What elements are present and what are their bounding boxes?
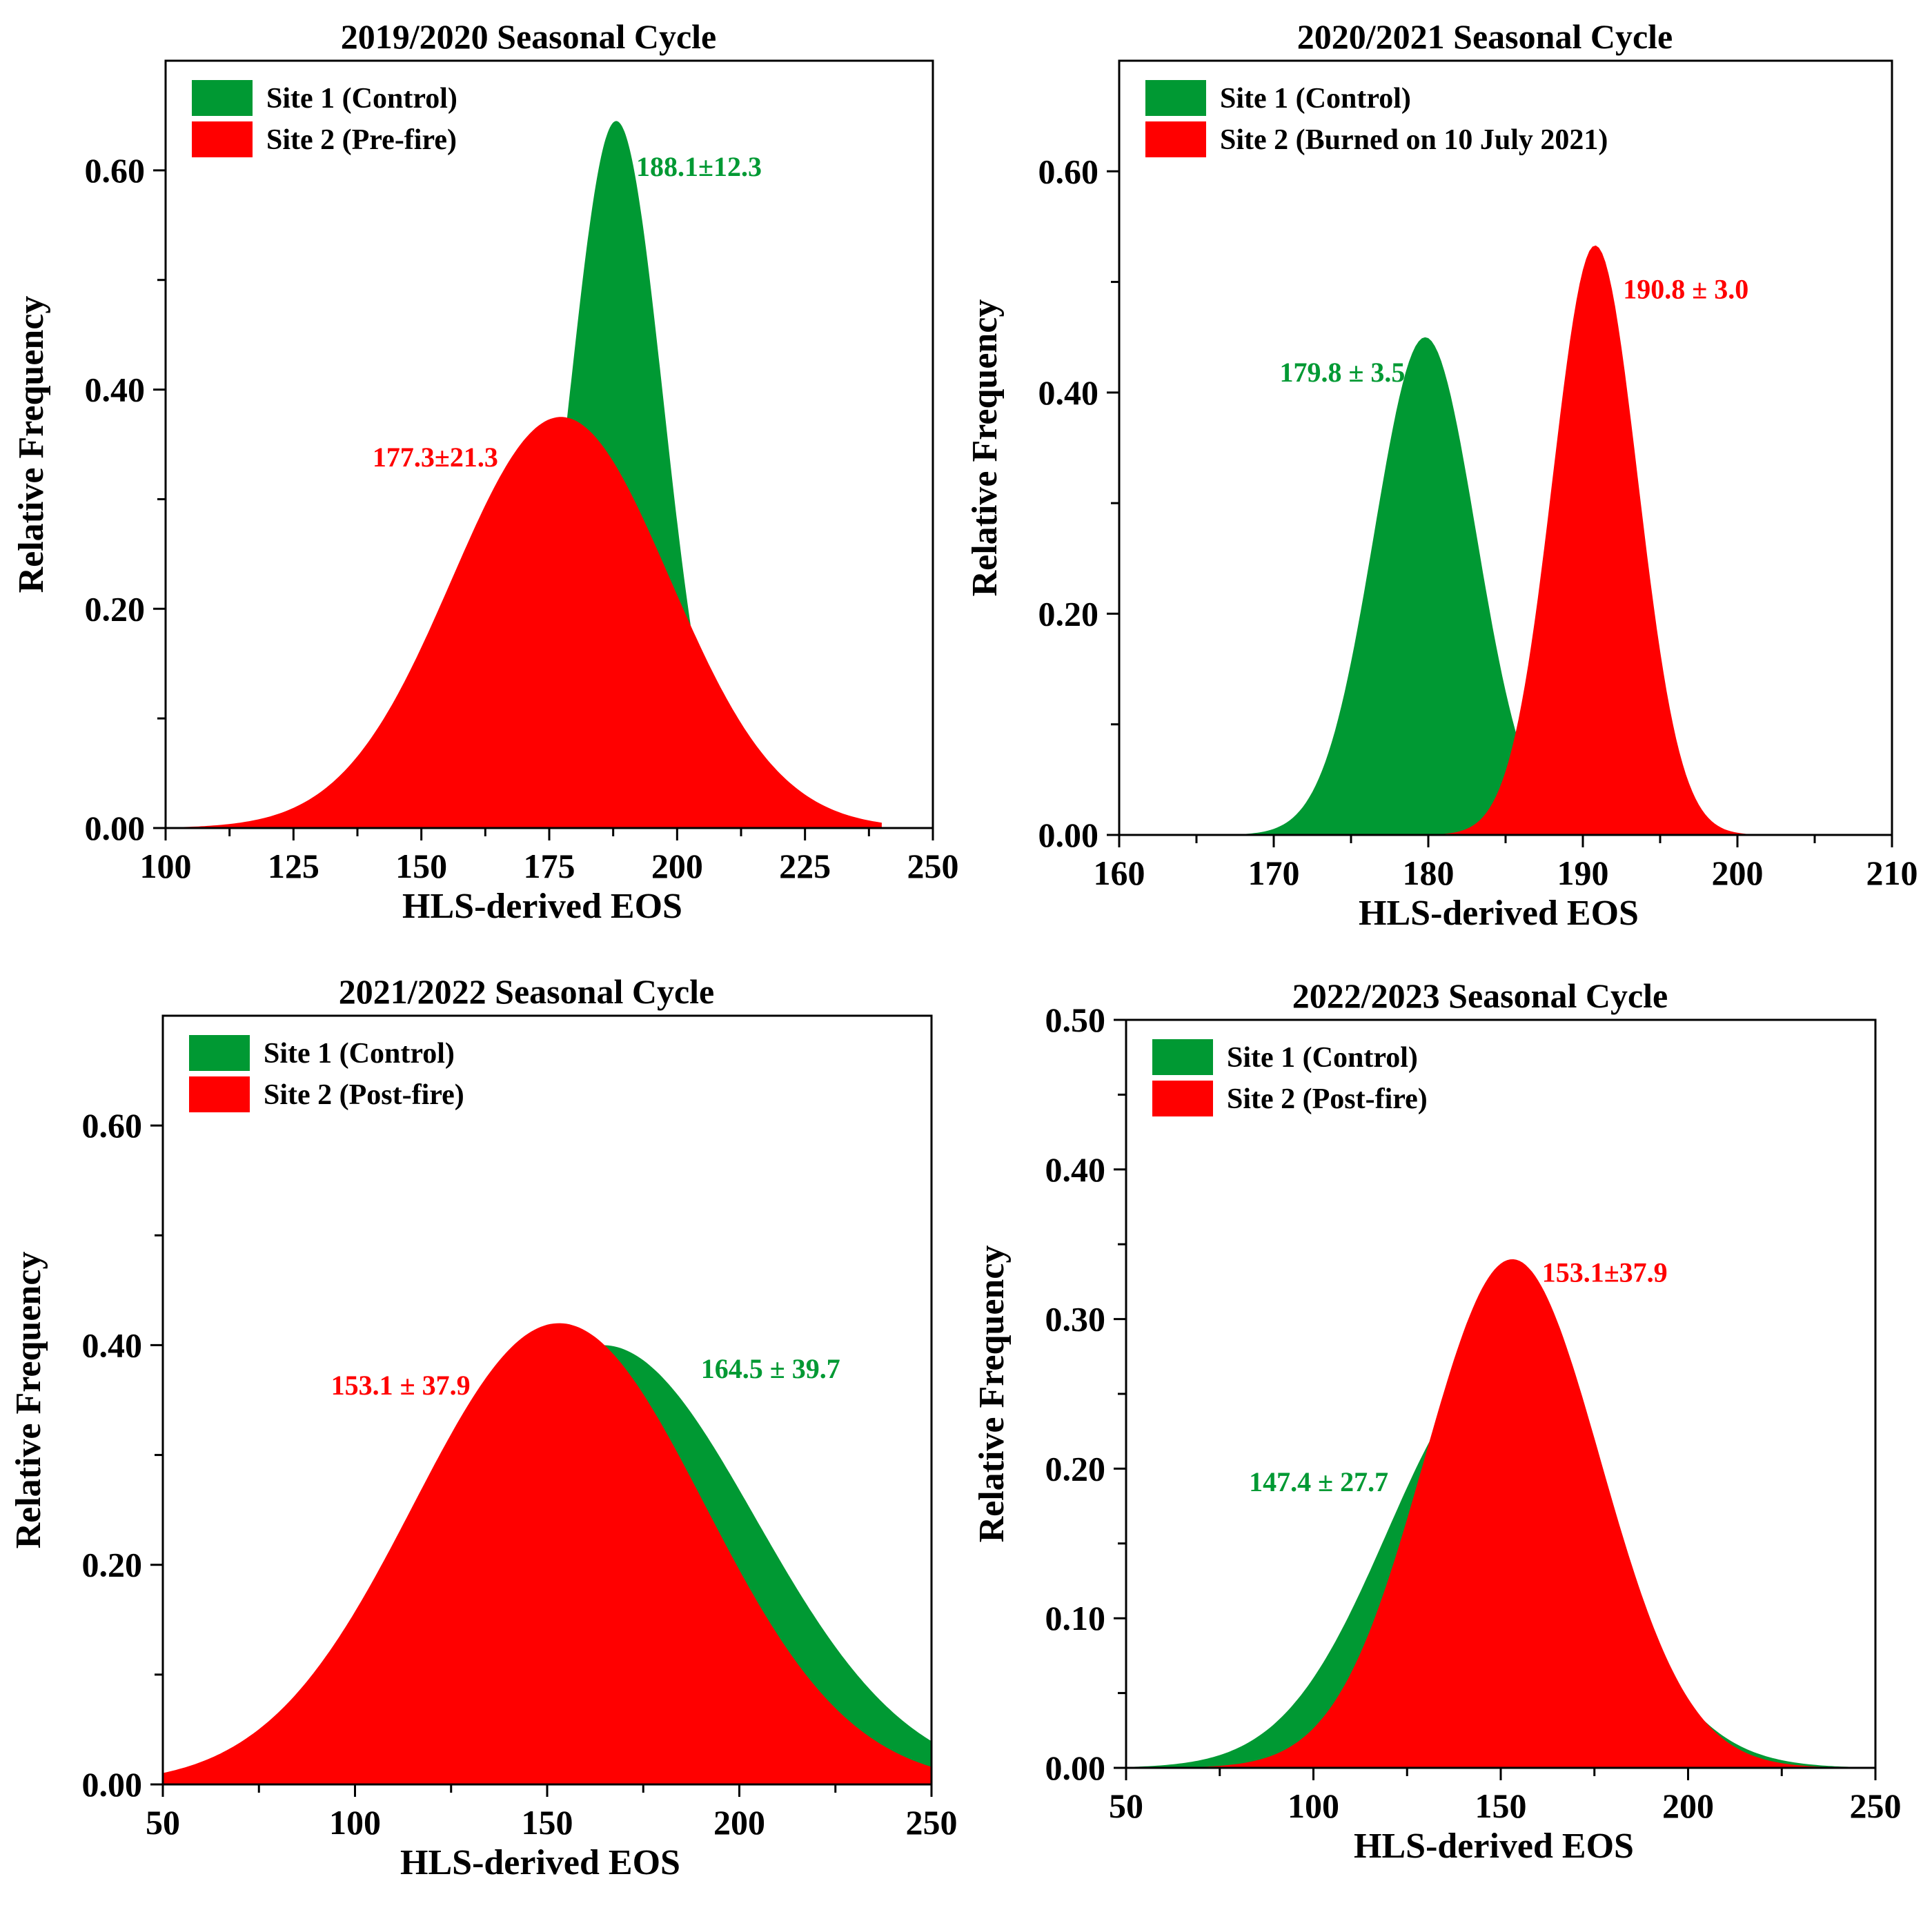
y-axis-label: Relative Frequency bbox=[972, 1246, 1012, 1543]
x-tick-label: 225 bbox=[779, 847, 831, 885]
annotation-site1: 147.4 ± 27.7 bbox=[1249, 1466, 1388, 1497]
area-site2 bbox=[166, 417, 882, 828]
y-tick-label: 0.00 bbox=[1045, 1749, 1106, 1787]
x-axis-label: HLS-derived EOS bbox=[1359, 894, 1639, 933]
legend-swatch bbox=[1145, 80, 1206, 116]
y-tick-label: 0.60 bbox=[1038, 152, 1099, 190]
x-tick-label: 250 bbox=[907, 847, 959, 885]
y-tick-label: 0.40 bbox=[1045, 1150, 1106, 1189]
y-tick-label: 0.60 bbox=[85, 151, 146, 190]
x-tick-label: 250 bbox=[906, 1803, 958, 1842]
x-axis-label: HLS-derived EOS bbox=[1354, 1827, 1634, 1866]
chart-panel-1: 100 125 150 175 200 225 250 0.00 0.20 0.40 0.60 201… bbox=[12, 17, 959, 926]
x-tick-label: 100 bbox=[329, 1803, 381, 1842]
y-tick-label: 0.00 bbox=[1038, 816, 1099, 854]
y-tick-label: 0.40 bbox=[82, 1326, 143, 1364]
y-axis-label: Relative Frequency bbox=[965, 299, 1005, 597]
annotation-site1: 179.8 ± 3.5 bbox=[1279, 357, 1405, 388]
x-axis-label: HLS-derived EOS bbox=[402, 887, 682, 926]
x-tick-label: 250 bbox=[1850, 1786, 1902, 1825]
area-site2 bbox=[1126, 1259, 1875, 1768]
x-tick-label: 200 bbox=[1662, 1786, 1714, 1825]
y-tick-label: 0.60 bbox=[82, 1106, 143, 1145]
x-tick-label: 50 bbox=[146, 1803, 180, 1842]
legend-label: Site 1 (Control) bbox=[264, 1038, 455, 1070]
y-axis-label: Relative Frequency bbox=[9, 1252, 48, 1549]
y-axis-label: Relative Frequency bbox=[12, 296, 51, 593]
x-tick-label: 125 bbox=[268, 847, 319, 885]
x-tick-label: 200 bbox=[651, 847, 703, 885]
legend-label: Site 2 (Burned on 10 July 2021) bbox=[1220, 124, 1608, 156]
y-tick-label: 0.20 bbox=[85, 589, 146, 628]
y-tick-label: 0.40 bbox=[85, 371, 146, 409]
legend-label: Site 1 (Control) bbox=[1227, 1042, 1418, 1074]
chart-title: 2019/2020 Seasonal Cycle bbox=[341, 17, 716, 56]
x-axis-label: HLS-derived EOS bbox=[400, 1843, 680, 1882]
x-tick-label: 160 bbox=[1094, 854, 1145, 892]
legend-label: Site 1 (Control) bbox=[1220, 83, 1411, 115]
annotation-site2: 177.3±21.3 bbox=[373, 442, 498, 473]
x-tick-label: 150 bbox=[395, 847, 447, 885]
y-tick-label: 0.40 bbox=[1038, 373, 1099, 412]
legend-label: Site 1 (Control) bbox=[266, 83, 457, 115]
legend-swatch bbox=[1145, 121, 1206, 157]
x-tick-label: 50 bbox=[1109, 1786, 1143, 1825]
y-tick-label: 0.00 bbox=[85, 809, 146, 847]
legend-swatch bbox=[1152, 1081, 1213, 1116]
x-tick-label: 175 bbox=[524, 847, 575, 885]
x-tick-label: 180 bbox=[1403, 854, 1455, 892]
chart-title: 2021/2022 Seasonal Cycle bbox=[339, 972, 714, 1011]
annotation-site2: 153.1 ± 37.9 bbox=[331, 1370, 471, 1401]
chart-panel-4: 50 100 150 200 250 0.00 0.10 0.20 0.30 0.40 0.50 20… bbox=[972, 976, 1902, 1866]
x-tick-label: 150 bbox=[1475, 1786, 1527, 1825]
legend-swatch bbox=[189, 1076, 250, 1112]
x-tick-label: 170 bbox=[1248, 854, 1300, 892]
chart-panel-3: 50 100 150 200 250 0.00 0.20 0.40 0.60 2021/2022 … bbox=[9, 972, 958, 1882]
x-tick-label: 190 bbox=[1557, 854, 1609, 892]
legend-swatch bbox=[189, 1035, 250, 1071]
area-site1-control bbox=[1119, 337, 1892, 835]
x-tick-label: 210 bbox=[1866, 854, 1918, 892]
y-tick-label: 0.20 bbox=[1045, 1449, 1106, 1488]
annotation-site1: 164.5 ± 39.7 bbox=[701, 1353, 840, 1384]
x-tick-label: 150 bbox=[522, 1803, 573, 1842]
chart-panel-2: 160 170 180 190 200 210 0.00 0.20 0.40 0.60 2020/2… bbox=[965, 17, 1918, 933]
y-tick-label: 0.20 bbox=[82, 1546, 143, 1584]
legend-label: Site 2 (Post-fire) bbox=[1227, 1083, 1428, 1115]
x-tick-label: 100 bbox=[1288, 1786, 1339, 1825]
legend-swatch bbox=[192, 121, 253, 157]
x-tick-label: 200 bbox=[713, 1803, 765, 1842]
legend-label: Site 2 (Post-fire) bbox=[264, 1079, 464, 1111]
y-tick-label: 0.20 bbox=[1038, 594, 1099, 633]
legend-swatch bbox=[192, 80, 253, 116]
annotation-site2: 153.1±37.9 bbox=[1542, 1257, 1668, 1288]
y-tick-label: 0.30 bbox=[1045, 1300, 1106, 1339]
annotation-site1: 188.1±12.3 bbox=[636, 151, 762, 182]
chart-title: 2022/2023 Seasonal Cycle bbox=[1292, 976, 1668, 1015]
area-site2 bbox=[163, 1323, 931, 1784]
y-tick-label: 0.00 bbox=[82, 1765, 143, 1804]
y-tick-label: 0.10 bbox=[1045, 1599, 1106, 1637]
legend-label: Site 2 (Pre-fire) bbox=[266, 124, 457, 156]
x-tick-label: 200 bbox=[1712, 854, 1764, 892]
y-tick-label: 0.50 bbox=[1045, 1001, 1106, 1039]
chart-title: 2020/2021 Seasonal Cycle bbox=[1297, 17, 1673, 56]
x-tick-label: 100 bbox=[140, 847, 192, 885]
annotation-site2: 190.8 ± 3.0 bbox=[1623, 274, 1748, 305]
legend-swatch bbox=[1152, 1039, 1213, 1075]
